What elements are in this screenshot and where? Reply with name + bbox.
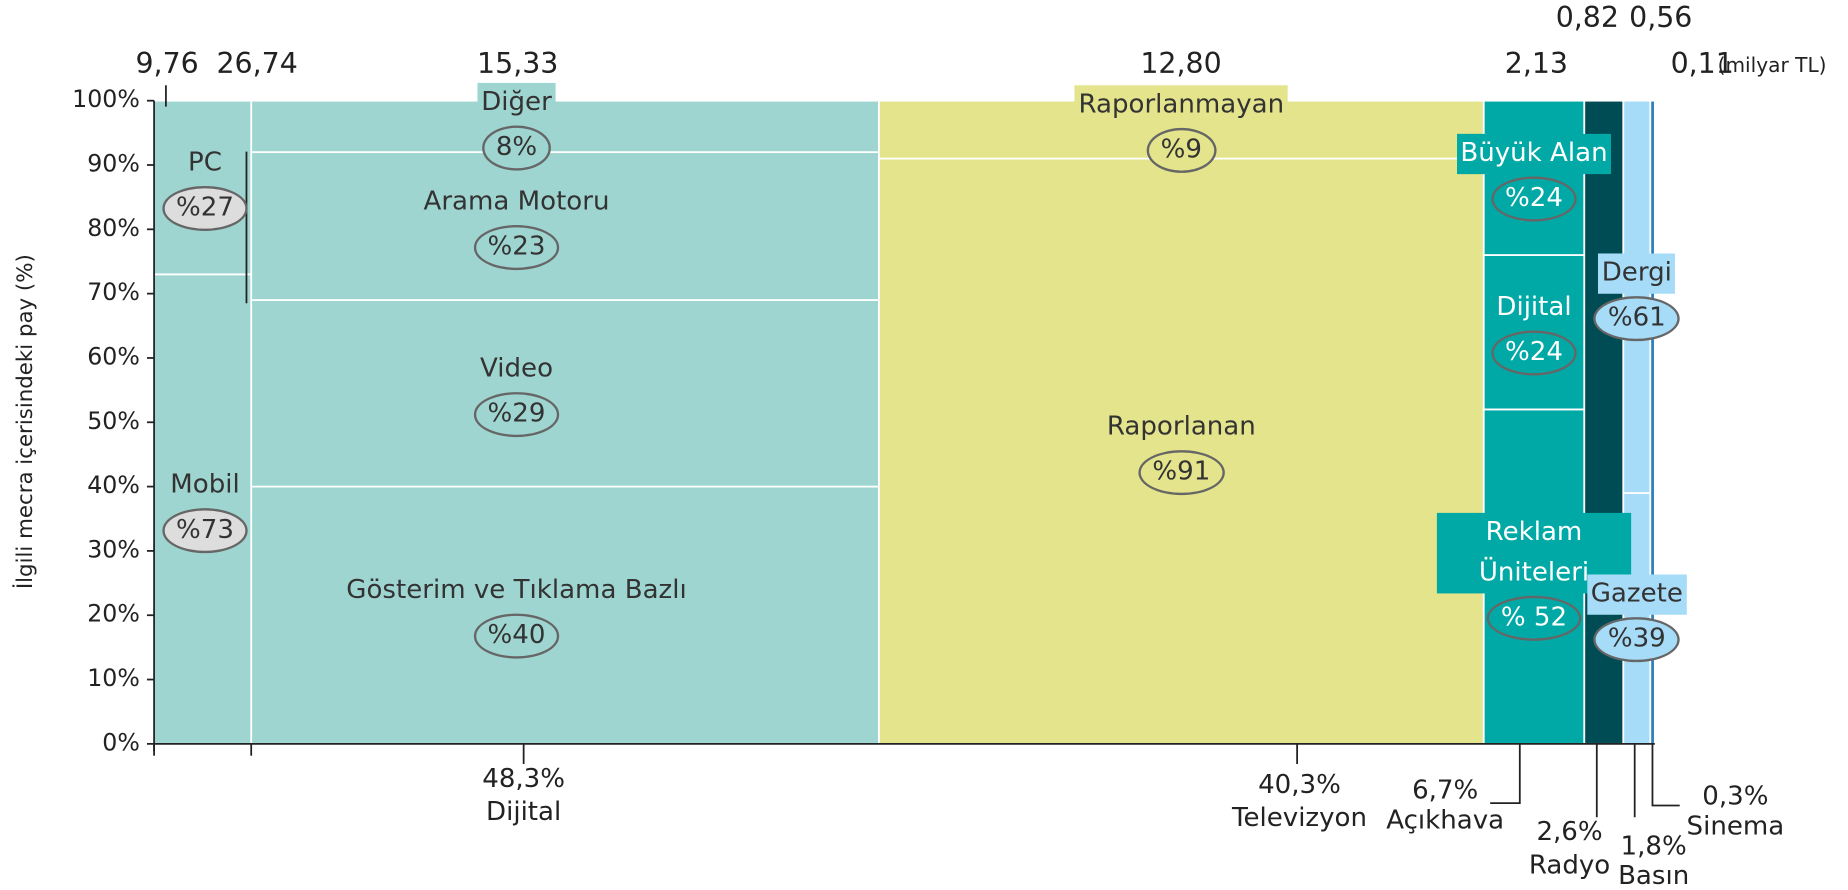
segment-label: Video%29 — [107, 300, 927, 487]
column-name: Sinema — [1687, 811, 1785, 841]
segment-label-box: Dergi %61 — [1576, 101, 1698, 493]
segment-name: Dijital — [1492, 288, 1576, 329]
column-name: Radyo — [1529, 850, 1610, 880]
segment-name: Gösterim ve Tıklama Bazlı — [342, 571, 691, 612]
segment-name: Raporlanmayan — [1074, 85, 1288, 127]
share-label: 1,8% — [1621, 831, 1687, 861]
segment-value-label: %91 — [1138, 450, 1225, 496]
amount-label: 0,56 — [1629, 1, 1692, 34]
amount-label: 0,82 — [1556, 1, 1619, 34]
leader-line — [1651, 743, 1680, 807]
column-name: Televizyon — [1231, 803, 1367, 833]
segment-name: Mobil — [166, 465, 244, 506]
amount-label: 9,76 — [135, 47, 198, 80]
y-tick-label: 70% — [87, 278, 140, 306]
segment-name: Raporlanan — [1103, 407, 1260, 448]
segment-value-label: %24 — [1490, 331, 1578, 377]
y-tick-label: 50% — [87, 407, 140, 435]
segment-label-box: Arama Motoru %23 — [107, 152, 927, 300]
segment-value-label: %39 — [1593, 617, 1680, 663]
segment-name: Arama Motoru — [419, 182, 614, 223]
segment-label-box: PC %27 — [154, 101, 256, 275]
segment-value-label: %27 — [161, 186, 249, 232]
segment-name: Büyük Alan — [1456, 134, 1612, 175]
segment-value-label: %29 — [473, 392, 560, 438]
segment-label: Gösterim ve Tıklama Bazlı%40 — [107, 487, 927, 744]
segment-value-label: %61 — [1593, 295, 1680, 341]
segment-label-box: Mobil %73 — [154, 274, 256, 744]
segment-label: Dijital%24 — [1436, 255, 1631, 409]
segment-label: Arama Motoru%23 — [107, 152, 927, 300]
y-tick-label: 90% — [87, 149, 140, 177]
segment-label: Reklam Üniteleri% 52 — [1436, 409, 1632, 743]
segment-label: Büyük Alan%24 — [1436, 101, 1631, 255]
segment-name: Dergi — [1598, 253, 1676, 294]
leader-line — [1490, 743, 1521, 804]
y-tick-label: 10% — [87, 664, 140, 692]
segment-label: Gazete%39 — [1576, 493, 1698, 744]
segment-label-box: Gösterim ve Tıklama Bazlı %40 — [107, 487, 927, 744]
column-name: Dijital — [486, 797, 561, 827]
segment-label: Mobil%73 — [154, 274, 256, 744]
share-label: 48,3% — [482, 764, 565, 794]
segment-label: Dergi%61 — [1576, 101, 1698, 493]
segment-label-box: Video %29 — [107, 300, 927, 487]
y-tick-label: 60% — [87, 342, 140, 370]
segment-label-box: Diğer 8% — [107, 82, 927, 171]
segment-name: Gazete — [1587, 574, 1687, 615]
y-tick-label: 30% — [87, 535, 140, 563]
y-axis-label: İlgili mecra içerisindeki pay (%) — [12, 254, 38, 589]
segment-value-label: %9 — [1146, 128, 1217, 174]
amount-label: 0,11 — [1671, 47, 1734, 80]
segment-label: Raporlanan%91 — [832, 159, 1532, 744]
y-tick-label: 20% — [87, 600, 140, 628]
share-label: 2,6% — [1536, 817, 1602, 847]
share-label: 40,3% — [1258, 770, 1341, 800]
segment-name: PC — [184, 143, 226, 184]
y-tick-label: 40% — [87, 471, 140, 499]
segment-value-label: % 52 — [1486, 595, 1582, 641]
segment-label-box: Raporlanmayan %9 — [832, 85, 1532, 174]
amount-unit: (milyar TL) — [1718, 53, 1827, 77]
segment — [1482, 254, 1586, 411]
segment-label-box: Gazete %39 — [1576, 493, 1698, 744]
amount-label: 12,80 — [1140, 47, 1221, 80]
segment-value-label: 8% — [481, 125, 552, 171]
share-label: 6,7% — [1412, 776, 1478, 806]
y-tick-label: 0% — [102, 728, 140, 756]
amount-label: 26,74 — [216, 47, 297, 80]
segment-name: Reklam Üniteleri — [1436, 512, 1632, 594]
segment-label-box: Raporlanan %91 — [832, 159, 1532, 744]
segment-label-box: Büyük Alan %24 — [1436, 101, 1631, 255]
segment-name: Video — [476, 349, 557, 390]
segment-value-label: %23 — [473, 224, 560, 270]
segment-value-label: %40 — [473, 614, 560, 660]
column-name: Açıkhava — [1386, 805, 1504, 835]
y-tick-label: 80% — [87, 214, 140, 242]
segment-name: Diğer — [477, 82, 556, 123]
amount-label: 15,33 — [477, 47, 558, 80]
amount-label: 2,13 — [1505, 47, 1568, 80]
segment-value-label: %73 — [161, 507, 249, 553]
segment-label-box: Reklam Üniteleri% 52 — [1436, 409, 1632, 743]
y-tick-label: 100% — [72, 85, 140, 113]
segment-label: PC%27 — [154, 101, 256, 275]
segment-value-label: %24 — [1490, 176, 1578, 222]
column-name: Basın — [1618, 861, 1689, 886]
share-label: 0,3% — [1702, 782, 1768, 812]
segment-label-box: Dijital %24 — [1436, 255, 1631, 409]
segment-label: Raporlanmayan%9 — [832, 85, 1532, 174]
